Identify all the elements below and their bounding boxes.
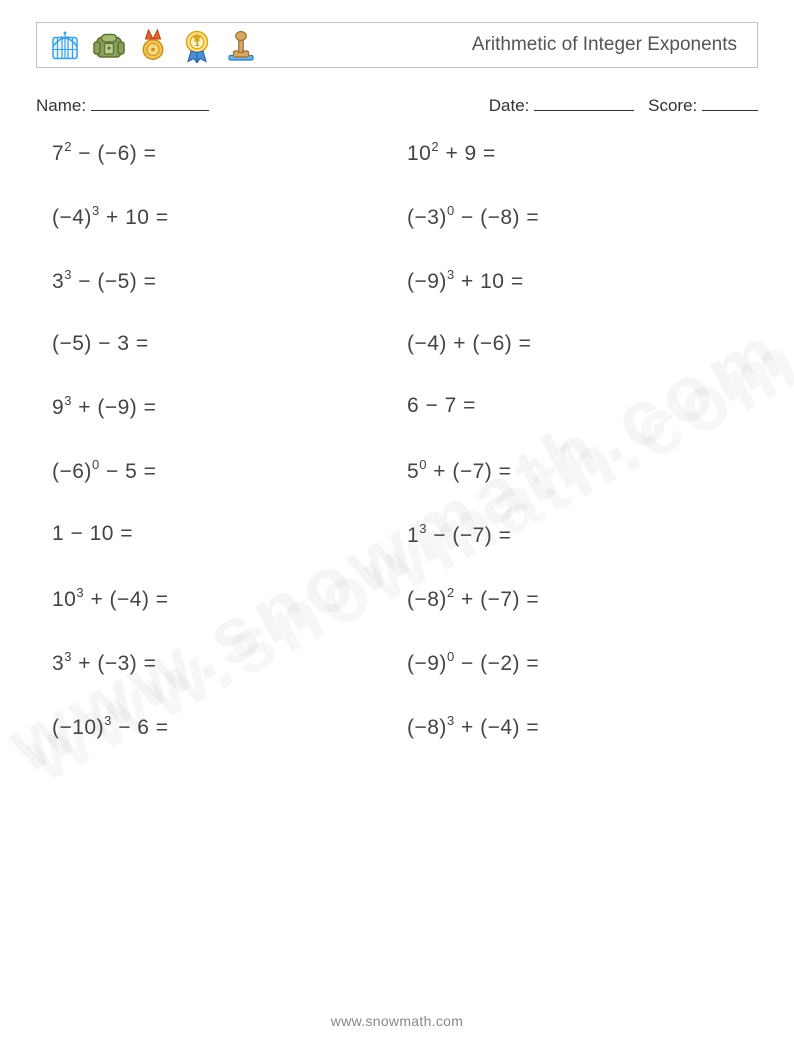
problem-6: (−9)3 + 10 =	[407, 268, 742, 294]
problem-7: (−5) − 3 =	[52, 332, 387, 356]
header: 1 Arithmetic of Integer Exponents	[36, 22, 758, 68]
problem-5: 33 − (−5) =	[52, 268, 387, 294]
name-label: Name:	[36, 96, 86, 115]
date-label: Date:	[489, 96, 530, 115]
problems-grid: 72 − (−6) = 102 + 9 = (−4)3 + 10 = (−3)0 − …	[52, 140, 742, 740]
worksheet-page: www.snowmath.com www.snowmath.com 1 Arit…	[0, 0, 794, 1053]
problem-12: 50 + (−7) =	[407, 458, 742, 484]
date-field: Date:	[489, 92, 634, 116]
problem-8: (−4) + (−6) =	[407, 332, 742, 356]
score-blank[interactable]	[702, 92, 758, 111]
page-title: Arithmetic of Integer Exponents	[472, 34, 747, 56]
stamp-icon	[223, 27, 259, 63]
problem-2: 102 + 9 =	[407, 140, 742, 166]
name-field: Name:	[36, 92, 209, 116]
backpack-icon	[91, 27, 127, 63]
name-blank[interactable]	[91, 92, 209, 111]
problem-18: (−9)0 − (−2) =	[407, 650, 742, 676]
problem-16: (−8)2 + (−7) =	[407, 586, 742, 612]
problem-13: 1 − 10 =	[52, 522, 387, 548]
problem-4: (−3)0 − (−8) =	[407, 204, 742, 230]
problem-20: (−8)3 + (−4) =	[407, 714, 742, 740]
birdcage-icon	[47, 27, 83, 63]
problem-19: (−10)3 − 6 =	[52, 714, 387, 740]
award-ribbon-icon: 1	[179, 27, 215, 63]
problem-10: 6 − 7 =	[407, 394, 742, 420]
footer-url: www.snowmath.com	[0, 1013, 794, 1029]
problem-14: 13 − (−7) =	[407, 522, 742, 548]
score-label: Score:	[648, 96, 697, 115]
problem-11: (−6)0 − 5 =	[52, 458, 387, 484]
problem-3: (−4)3 + 10 =	[52, 204, 387, 230]
problem-1: 72 − (−6) =	[52, 140, 387, 166]
problem-9: 93 + (−9) =	[52, 394, 387, 420]
date-blank[interactable]	[534, 92, 634, 111]
meta-row: Name: Date: Score:	[36, 92, 758, 116]
problem-15: 103 + (−4) =	[52, 586, 387, 612]
score-field: Score:	[648, 92, 758, 116]
medal-icon	[135, 27, 171, 63]
problem-17: 33 + (−3) =	[52, 650, 387, 676]
header-icons: 1	[47, 27, 259, 63]
